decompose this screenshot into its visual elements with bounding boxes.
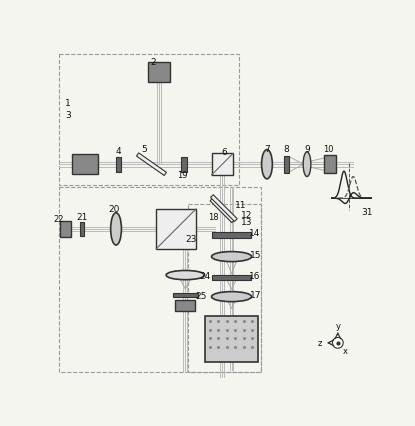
- Text: 19: 19: [177, 171, 188, 180]
- Bar: [212, 233, 251, 238]
- Text: x: x: [343, 346, 348, 355]
- Bar: [210, 195, 237, 222]
- Bar: [324, 155, 336, 174]
- Bar: [188, 205, 261, 372]
- Text: 23: 23: [186, 234, 197, 243]
- Text: 3: 3: [66, 110, 71, 119]
- Text: 31: 31: [361, 208, 373, 217]
- Text: 7: 7: [264, 144, 270, 153]
- Text: 25: 25: [195, 291, 206, 300]
- Bar: [80, 222, 85, 236]
- Bar: [210, 199, 234, 223]
- Bar: [181, 157, 186, 173]
- Bar: [72, 155, 98, 175]
- Text: 2: 2: [150, 58, 156, 67]
- Text: 8: 8: [283, 144, 289, 153]
- Bar: [212, 154, 233, 176]
- Text: 5: 5: [141, 145, 146, 154]
- Bar: [116, 157, 121, 173]
- Text: 4: 4: [115, 147, 121, 155]
- Bar: [137, 153, 166, 176]
- Bar: [59, 55, 239, 186]
- Text: 15: 15: [250, 250, 262, 259]
- Text: 24: 24: [200, 271, 211, 280]
- Bar: [173, 294, 198, 297]
- Text: 1: 1: [66, 99, 71, 108]
- Bar: [205, 316, 258, 362]
- Ellipse shape: [303, 153, 311, 177]
- Bar: [149, 63, 170, 83]
- Text: 22: 22: [54, 214, 64, 223]
- Bar: [212, 275, 251, 280]
- Text: 13: 13: [241, 218, 253, 227]
- Text: 11: 11: [235, 200, 247, 209]
- Text: 18: 18: [208, 213, 218, 222]
- Text: z: z: [317, 339, 322, 348]
- Text: 10: 10: [323, 144, 334, 153]
- Bar: [59, 188, 261, 372]
- Text: 20: 20: [109, 205, 120, 214]
- Bar: [283, 156, 289, 173]
- Text: 21: 21: [76, 213, 88, 222]
- Bar: [176, 301, 195, 311]
- Text: 17: 17: [250, 290, 262, 299]
- Bar: [60, 222, 71, 237]
- Ellipse shape: [111, 213, 122, 245]
- Circle shape: [332, 338, 343, 348]
- Ellipse shape: [166, 271, 205, 280]
- Text: 12: 12: [241, 210, 253, 219]
- Bar: [156, 209, 196, 249]
- Text: 9: 9: [304, 144, 310, 153]
- Text: 6: 6: [221, 148, 227, 157]
- Ellipse shape: [261, 150, 272, 179]
- Ellipse shape: [212, 292, 251, 302]
- Text: 16: 16: [249, 271, 260, 280]
- Text: y: y: [335, 321, 340, 330]
- Ellipse shape: [212, 252, 251, 262]
- Text: 14: 14: [249, 229, 260, 238]
